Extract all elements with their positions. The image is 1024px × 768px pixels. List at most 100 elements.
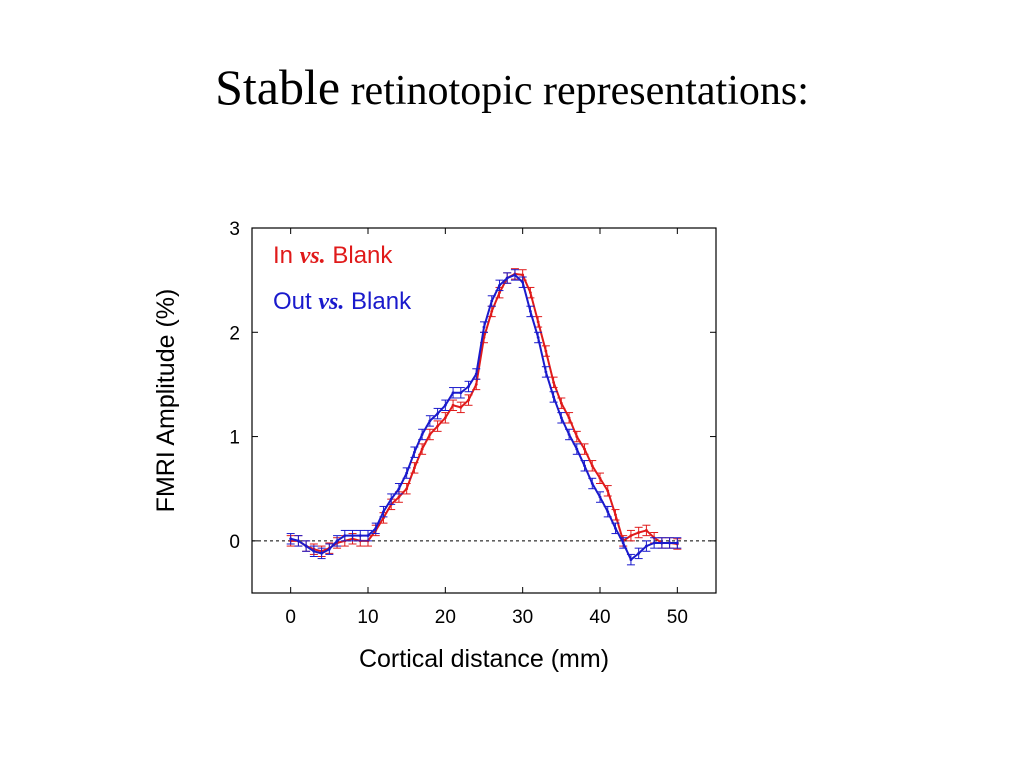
data-point [459, 405, 463, 409]
data-point [552, 395, 555, 399]
data-point [598, 495, 602, 499]
data-point [413, 466, 416, 470]
x-tick-label: 10 [357, 607, 378, 628]
legend-entry: In vs. Blank [273, 242, 393, 269]
data-point [343, 534, 347, 538]
legend-text-part: In [273, 242, 300, 269]
data-point [629, 558, 633, 562]
data-point [575, 447, 579, 451]
data-point [498, 291, 501, 295]
data-point [521, 273, 525, 277]
legend-text-part: Out [273, 288, 318, 315]
data-point [397, 495, 401, 499]
data-point [544, 370, 548, 374]
slide-title-part1: Stable [215, 59, 341, 115]
data-point [289, 537, 293, 541]
series-line [290, 273, 678, 562]
data-point [505, 276, 509, 280]
data-point [513, 273, 517, 277]
data-point [559, 401, 563, 405]
data-point [428, 433, 432, 436]
data-point [583, 447, 586, 451]
data-point [629, 534, 633, 538]
data-point [304, 544, 308, 548]
data-point [490, 299, 494, 303]
data-point [351, 534, 354, 538]
data-point [521, 280, 525, 284]
data-point [443, 403, 447, 407]
data-point [590, 482, 594, 485]
data-point [652, 541, 656, 545]
data-point [575, 435, 579, 438]
data-point [529, 291, 532, 295]
data-point [389, 497, 393, 501]
data-point [436, 424, 439, 428]
data-point [536, 320, 540, 324]
legend-text-part: Blank [326, 242, 394, 269]
data-point [529, 310, 532, 313]
data-point [583, 464, 586, 468]
data-point [621, 541, 625, 545]
data-point [637, 531, 641, 534]
data-point [451, 403, 455, 407]
data-point [327, 547, 331, 551]
x-tick-label: 30 [512, 607, 533, 628]
slide-title: Stable retinotopic representations: [0, 58, 1024, 116]
data-point [598, 476, 602, 480]
data-point [366, 534, 370, 538]
y-axis-label: FMRI Amplitude (%) [152, 289, 180, 513]
data-point [405, 487, 409, 491]
data-point [490, 310, 494, 313]
data-point [467, 385, 470, 388]
x-tick-label: 20 [435, 607, 456, 628]
data-point [498, 283, 501, 287]
data-point [420, 433, 424, 436]
plot-area-frame [251, 227, 717, 594]
x-axis-label: Cortical distance (mm) [359, 645, 609, 673]
data-point [614, 513, 617, 517]
data-point [645, 544, 648, 548]
data-point [420, 447, 424, 451]
data-point [428, 419, 432, 423]
data-point [436, 412, 439, 416]
data-point [559, 416, 563, 420]
data-point [443, 416, 447, 420]
data-point [645, 529, 648, 532]
data-point [567, 416, 571, 420]
data-point [451, 391, 455, 395]
legend-entry: Out vs. Blank [273, 288, 412, 315]
data-point [374, 526, 378, 530]
y-tick-label: 1 [229, 428, 240, 449]
data-point [590, 464, 594, 468]
data-point [474, 383, 478, 386]
data-point [335, 539, 339, 543]
data-point [637, 551, 641, 555]
x-tick-label: 50 [667, 607, 688, 628]
data-point [536, 336, 540, 339]
series-1 [286, 269, 682, 566]
data-point [312, 549, 316, 553]
data-point [297, 539, 300, 543]
y-tick-label: 3 [229, 219, 240, 240]
data-point [413, 450, 416, 454]
y-tick-label: 2 [229, 323, 240, 344]
data-point [606, 510, 610, 514]
data-point [358, 534, 362, 538]
data-point [397, 487, 401, 491]
data-point [405, 471, 409, 475]
data-point [552, 380, 555, 384]
data-point [660, 541, 664, 545]
data-point [567, 433, 571, 436]
data-point [467, 398, 470, 402]
legend-text-part: vs. [318, 289, 344, 315]
data-point [474, 372, 478, 376]
data-point [606, 489, 610, 493]
slide-title-part2: retinotopic representations: [340, 68, 809, 114]
legend-text-part: Blank [344, 288, 412, 315]
x-tick-label: 40 [589, 607, 610, 628]
data-point [482, 325, 486, 329]
data-point [668, 541, 671, 545]
x-tick-label: 0 [285, 607, 296, 628]
data-point [382, 510, 385, 514]
